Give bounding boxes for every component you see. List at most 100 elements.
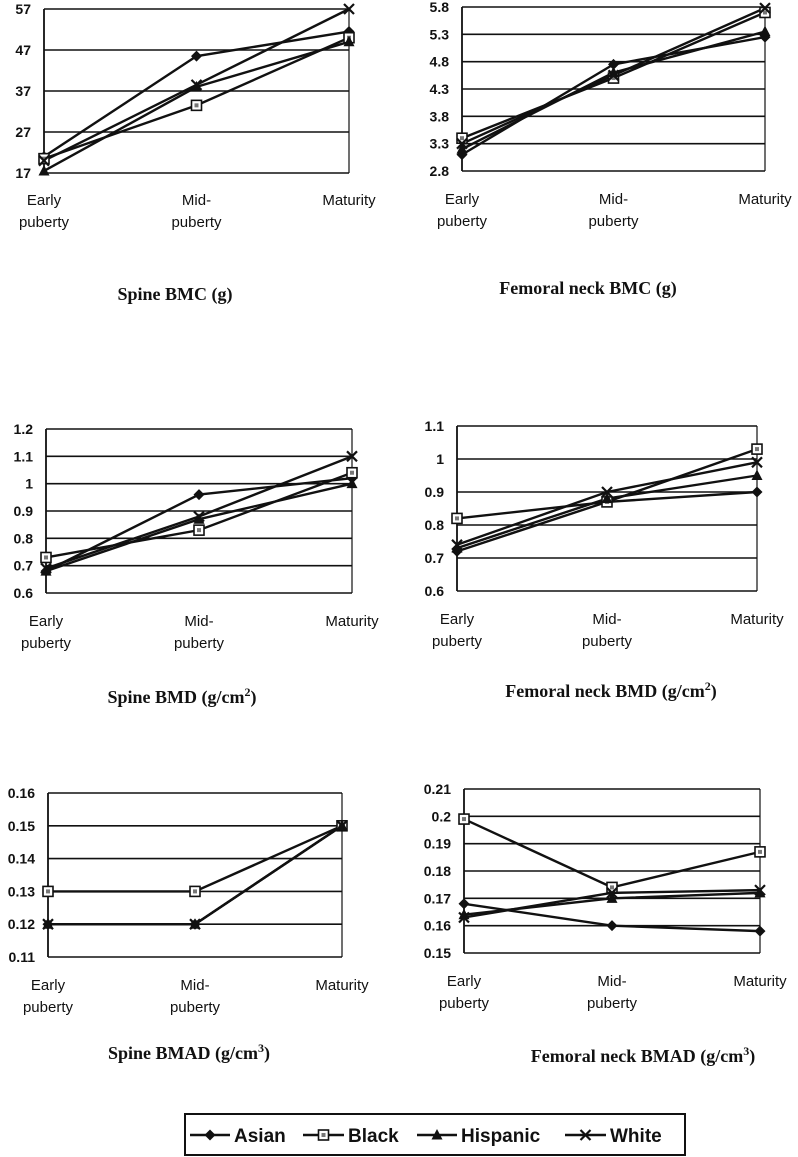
x-tick-label: Maturity (738, 191, 792, 208)
legend-label: Asian (234, 1126, 286, 1147)
series-line-hispanic (48, 824, 343, 926)
y-tick-label: 0.8 (425, 517, 445, 533)
data-point-white (754, 884, 766, 896)
data-point-black (451, 512, 463, 525)
x-tick-label: Mid-puberty (174, 613, 225, 652)
y-tick-label: 0.14 (8, 851, 35, 867)
y-tick-label: 4.8 (430, 54, 450, 70)
legend-label: White (610, 1126, 662, 1147)
y-tick-label: 0.7 (425, 550, 445, 566)
data-point-asian (608, 58, 619, 70)
legend-marker-white (579, 1129, 592, 1141)
y-tick-label: 0.2 (432, 808, 452, 824)
y-tick-label: 1 (25, 476, 33, 492)
data-point-asian (759, 31, 771, 43)
series-line-white (48, 824, 343, 926)
data-point-asian (754, 925, 766, 937)
y-tick-label: 0.9 (14, 503, 34, 519)
data-point-black (346, 466, 358, 479)
data-point-hispanic (458, 908, 470, 920)
legend-item-hispanic: Hispanic (417, 1126, 541, 1147)
y-tick-label: 3.3 (430, 136, 450, 152)
data-point-black (458, 813, 470, 825)
series-line-asian (461, 35, 766, 156)
y-tick-label: 0.6 (14, 585, 34, 601)
x-tick-label: Maturity (322, 192, 376, 209)
data-point-black (42, 885, 54, 898)
data-point-white (343, 3, 355, 15)
series-line-white (45, 455, 353, 570)
data-point-white (607, 69, 620, 82)
y-tick-label: 0.6 (425, 583, 445, 599)
y-tick-label: 5.3 (430, 26, 450, 42)
data-point-hispanic (751, 469, 763, 480)
data-point-asian (191, 50, 202, 62)
y-tick-label: 27 (15, 124, 31, 140)
data-point-hispanic (608, 66, 619, 78)
data-point-black (40, 551, 52, 564)
legend-item-black: Black (303, 1126, 399, 1147)
legend-item-white: White (565, 1126, 662, 1147)
data-point-hispanic (601, 492, 613, 504)
y-tick-label: 5.8 (430, 0, 450, 15)
y-tick-label: 0.8 (14, 530, 34, 546)
data-point-hispanic (193, 513, 205, 524)
x-tick-label: Mid-puberty (588, 191, 639, 230)
legend-marker-hispanic (431, 1129, 443, 1140)
data-point-white (451, 539, 463, 551)
y-tick-label: 1.1 (425, 418, 445, 434)
data-point-white (601, 486, 613, 498)
x-tick-label: Mid-puberty (587, 973, 638, 1012)
series-line-black (463, 817, 761, 889)
y-tick-label: 0.15 (8, 818, 35, 834)
chart-title: Femoral neck BMC (g) (499, 278, 676, 299)
legend: Asian Black Hispanic White (184, 1113, 686, 1156)
data-point-black (754, 846, 766, 858)
series-line-asian (48, 824, 343, 926)
chart-femoral-neck-bmd-g-cm: 0.6 0.7 0.8 0.9 1 1.1 Early puberty Mid-puberty M… (425, 418, 785, 702)
legend-marker-asian (204, 1129, 216, 1141)
data-point-white (38, 154, 50, 167)
data-point-asian (751, 486, 763, 498)
data-point-black (190, 99, 203, 112)
x-tick-label: Mid-puberty (171, 192, 222, 231)
data-point-white (40, 562, 52, 575)
x-tick-label: Maturity (733, 973, 787, 990)
y-tick-label: 0.16 (8, 785, 35, 801)
chart-title: Femoral neck BMD (g/cm2) (505, 679, 716, 702)
x-tick-label: Early puberty (23, 977, 74, 1016)
data-point-white (346, 450, 358, 463)
legend-items: Asian Black Hispanic White (190, 1126, 662, 1147)
y-tick-label: 0.12 (8, 916, 35, 932)
data-point-asian (193, 489, 205, 501)
legend-label: Black (348, 1126, 399, 1147)
y-tick-label: 0.21 (424, 781, 451, 797)
x-tick-label: Maturity (325, 613, 379, 630)
chart-spine-bmd-g-cm: 0.6 0.7 0.8 0.9 1 1.1 1.2 Early puberty Mid-puber… (14, 421, 380, 708)
chart-title: Femoral neck BMAD (g/cm3) (531, 1044, 755, 1067)
y-tick-label: 2.8 (430, 163, 450, 179)
data-point-black (193, 524, 205, 536)
y-tick-label: 0.13 (8, 883, 35, 899)
y-tick-label: 0.9 (425, 484, 445, 500)
x-tick-label: Mid-puberty (582, 611, 633, 650)
data-point-black (189, 885, 201, 898)
y-tick-label: 0.11 (9, 949, 36, 965)
y-tick-label: 57 (15, 1, 31, 17)
data-point-hispanic (606, 892, 618, 903)
y-tick-label: 0.19 (424, 836, 451, 852)
y-tick-label: 37 (15, 83, 31, 99)
chart-title: Spine BMD (g/cm2) (108, 685, 257, 708)
data-point-white (336, 820, 348, 832)
data-point-hispanic (40, 565, 52, 576)
chart-femoral-neck-bmc-g: 2.8 3.3 3.8 4.3 4.8 5.3 5.8 Early puberty Mid-pub… (430, 0, 793, 299)
data-point-white (42, 918, 54, 930)
y-tick-label: 3.8 (430, 108, 450, 124)
y-tick-label: 0.16 (424, 918, 451, 934)
data-point-white (193, 510, 205, 523)
y-tick-label: 17 (15, 165, 31, 181)
data-point-hispanic (754, 886, 766, 898)
y-tick-label: 0.7 (14, 558, 34, 574)
y-tick-label: 0.17 (424, 890, 451, 906)
data-point-asian (606, 920, 618, 932)
